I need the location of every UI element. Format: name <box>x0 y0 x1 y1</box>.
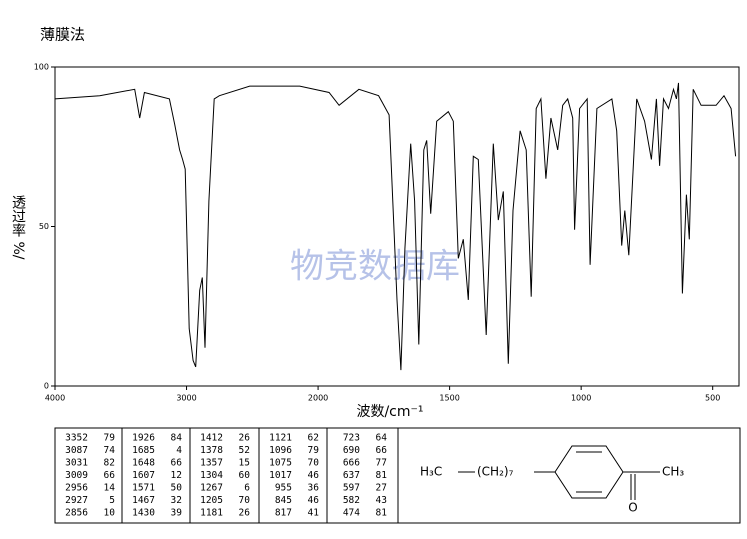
spectrum-line <box>54 82 737 371</box>
peak-wavenumber: 1571 <box>132 483 155 494</box>
peak-transmittance: 41 <box>308 508 320 519</box>
peak-transmittance: 15 <box>239 458 250 469</box>
peak-wavenumber: 3031 <box>65 458 88 469</box>
peak-transmittance: 84 <box>171 433 183 444</box>
peak-wavenumber: 2956 <box>65 483 88 494</box>
peak-wavenumber: 474 <box>343 508 360 519</box>
peak-wavenumber: 1304 <box>200 470 223 481</box>
x-tick-label: 1000 <box>571 394 591 403</box>
peak-transmittance: 5 <box>109 495 115 506</box>
peak-transmittance: 79 <box>104 433 116 444</box>
peak-wavenumber: 845 <box>275 495 292 506</box>
peak-wavenumber: 1430 <box>132 508 155 519</box>
peak-transmittance: 36 <box>308 483 320 494</box>
x-tick-label: 3000 <box>176 394 196 403</box>
peak-transmittance: 66 <box>376 445 388 456</box>
peak-transmittance: 26 <box>239 508 251 519</box>
chart-title: 薄膜法 <box>40 26 85 44</box>
peak-wavenumber: 1685 <box>132 445 155 456</box>
peak-transmittance: 14 <box>104 483 116 494</box>
peak-wavenumber: 3009 <box>65 470 88 481</box>
peak-wavenumber: 1121 <box>269 433 292 444</box>
peak-wavenumber: 666 <box>343 458 360 469</box>
peak-transmittance: 46 <box>308 495 320 506</box>
peak-wavenumber: 1926 <box>132 433 155 444</box>
watermark: 物竞数据库 <box>290 247 460 287</box>
y-tick-label: 100 <box>34 63 49 72</box>
peak-wavenumber: 955 <box>275 483 292 494</box>
peak-wavenumber: 637 <box>343 470 360 481</box>
peak-wavenumber: 723 <box>343 433 360 444</box>
peak-transmittance: 32 <box>171 495 182 506</box>
peak-transmittance: 39 <box>171 508 183 519</box>
peak-transmittance: 70 <box>308 458 320 469</box>
peak-transmittance: 66 <box>171 458 183 469</box>
peak-wavenumber: 1096 <box>269 445 292 456</box>
peak-wavenumber: 690 <box>343 445 360 456</box>
peak-wavenumber: 1181 <box>200 508 223 519</box>
peak-wavenumber: 597 <box>343 483 360 494</box>
y-tick-label: 0 <box>44 382 49 391</box>
peak-transmittance: 26 <box>239 433 251 444</box>
peak-transmittance: 12 <box>171 470 182 481</box>
plot-frame <box>54 66 740 387</box>
peak-transmittance: 81 <box>376 470 388 481</box>
x-tick-label: 4000 <box>45 394 65 403</box>
peak-wavenumber: 1412 <box>200 433 223 444</box>
structure-chain: (CH₂)₇ <box>477 465 514 479</box>
peak-transmittance: 46 <box>308 470 320 481</box>
peak-transmittance: 60 <box>239 470 251 481</box>
peak-wavenumber: 3087 <box>65 445 88 456</box>
peak-wavenumber: 1467 <box>132 495 155 506</box>
peak-wavenumber: 817 <box>275 508 292 519</box>
peak-wavenumber: 1075 <box>269 458 292 469</box>
table-dividers <box>121 428 399 523</box>
peak-transmittance: 4 <box>176 445 182 456</box>
peak-wavenumber: 582 <box>343 495 360 506</box>
structure-methyl: CH₃ <box>662 465 684 479</box>
peak-wavenumber: 2856 <box>65 508 88 519</box>
peak-wavenumber: 1607 <box>132 470 155 481</box>
peak-wavenumber: 2927 <box>65 495 88 506</box>
peak-transmittance: 62 <box>308 433 319 444</box>
peak-transmittance: 43 <box>376 495 387 506</box>
peak-wavenumber: 1205 <box>200 495 223 506</box>
peak-wavenumber: 1017 <box>269 470 292 481</box>
peak-transmittance: 66 <box>104 470 116 481</box>
peak-transmittance: 50 <box>171 483 183 494</box>
peak-transmittance: 6 <box>244 483 250 494</box>
peak-transmittance: 27 <box>376 483 387 494</box>
y-tick-label: 50 <box>39 222 49 231</box>
peak-wavenumber: 1378 <box>200 445 223 456</box>
x-tick-label: 1500 <box>439 394 459 403</box>
peak-wavenumber: 1267 <box>200 483 223 494</box>
structure-bonds <box>458 445 660 500</box>
x-axis-label: 波数/cm⁻¹ <box>356 404 423 420</box>
structure-oxygen: O <box>628 501 637 515</box>
peak-transmittance: 74 <box>104 445 116 456</box>
x-tick-label: 2000 <box>308 394 328 403</box>
peak-wavenumber: 1648 <box>132 458 155 469</box>
peak-transmittance: 52 <box>239 445 250 456</box>
x-tick-label: 500 <box>705 394 720 403</box>
peak-transmittance: 79 <box>308 445 320 456</box>
structure-terminal: H₃C <box>420 465 442 479</box>
peak-transmittance: 81 <box>376 508 388 519</box>
peak-wavenumber: 1357 <box>200 458 223 469</box>
peak-transmittance: 64 <box>376 433 388 444</box>
peak-wavenumber: 3352 <box>65 433 88 444</box>
y-axis-label: 透过率 %/ <box>10 195 26 260</box>
peak-transmittance: 77 <box>376 458 387 469</box>
peak-transmittance: 82 <box>104 458 115 469</box>
peak-transmittance: 70 <box>239 495 251 506</box>
peak-transmittance: 10 <box>104 508 116 519</box>
